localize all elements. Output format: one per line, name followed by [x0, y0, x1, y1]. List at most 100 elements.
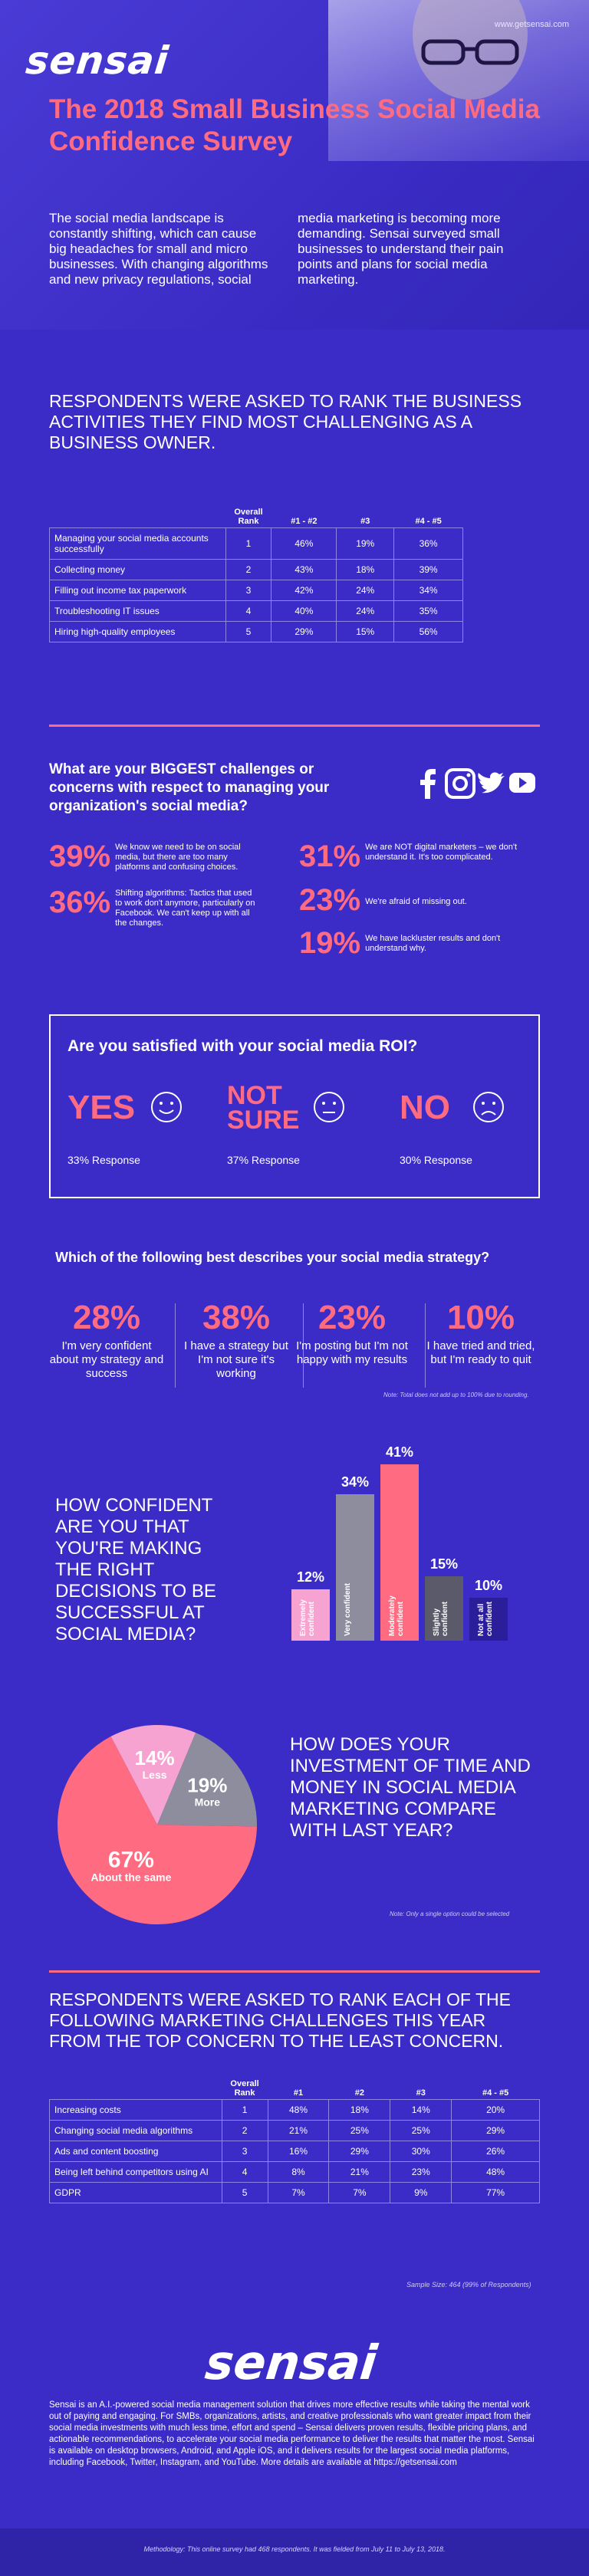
pie-category-label: Less [143, 1769, 167, 1781]
table-cell: 1 [221, 2099, 268, 2121]
bar-category-label: Extremely confident [299, 1599, 316, 1636]
table-cell: 9% [390, 2182, 452, 2203]
challenge-pct: 23% [299, 883, 361, 917]
table-cell: 77% [451, 2182, 540, 2203]
strategy-question: Which of the following best describes yo… [55, 1250, 490, 1265]
sensai-logo: sensai [202, 2334, 380, 2390]
table-cell: 2 [225, 559, 272, 580]
challenge-text: We're afraid of missing out. [365, 897, 467, 906]
strategy-text: I have a strategy but I'm not sure it's … [184, 1339, 288, 1380]
page-title: The 2018 Small Business Social Media Con… [49, 94, 540, 156]
table-cell: 14% [390, 2099, 452, 2121]
pie-value-label: 14% [135, 1746, 175, 1769]
table-header: #3 [360, 517, 370, 526]
roi-not-sure: NOT SURE [227, 1083, 299, 1133]
table-cell: 5 [221, 2182, 268, 2203]
table-cell: 46% [271, 527, 337, 560]
table-cell: 3 [225, 580, 272, 601]
table-header: Overall Rank [234, 508, 263, 526]
social-icons [420, 768, 535, 799]
table-cell: 35% [393, 600, 463, 622]
methodology-text: Methodology: This online survey had 468 … [143, 2545, 446, 2553]
pie-category-label: More [195, 1796, 221, 1808]
bar-category-label: Not at all confident [477, 1602, 494, 1636]
table-cell: Ads and content boosting [49, 2141, 222, 2162]
strategy-text: I'm posting but I'm not happy with my re… [296, 1339, 408, 1366]
smiley-icon [151, 1092, 182, 1122]
challenge-text: We are NOT digital marketers – we don't … [365, 843, 518, 862]
table-cell: 7% [328, 2182, 391, 2203]
table-cell: 56% [393, 621, 463, 642]
marketing-challenges-table: Overall Rank #1 #2 #3 #4 - #5 Increasing… [49, 2078, 540, 2203]
table-header: #2 [354, 2088, 364, 2098]
table-header: #3 [416, 2088, 426, 2098]
table-row: GDPR 5 7% 7% 9% 77% [49, 2182, 540, 2203]
challenge-pct: 36% [49, 886, 111, 919]
strategy-note: Note: Total does not add up to 100% due … [383, 1392, 529, 1398]
table-cell: 30% [390, 2141, 452, 2162]
table-cell: Collecting money [49, 559, 226, 580]
table-cell: Filling out income tax paperwork [49, 580, 226, 601]
table-cell: 7% [267, 2182, 330, 2203]
footer-bar: Methodology: This online survey had 468 … [0, 2528, 589, 2576]
table-cell: Increasing costs [49, 2099, 222, 2121]
pie-slice-1 [157, 1733, 257, 1827]
table-cell: 24% [336, 600, 395, 622]
table-cell: 4 [225, 600, 272, 622]
strategy-pct: 38% [202, 1299, 271, 1336]
table-cell: 29% [328, 2141, 391, 2162]
challenge-stat: 23% We're afraid of missing out. [299, 883, 545, 917]
pie-value-label: 19% [187, 1773, 227, 1796]
hero-photo [328, 0, 589, 161]
table-row: Hiring high-quality employees 5 29% 15% 56% [49, 621, 463, 642]
bar-value-label: 12% [296, 1569, 325, 1585]
strategy-text: I'm very confident about my strategy and… [49, 1339, 164, 1380]
table-cell: 23% [390, 2161, 452, 2183]
strategy-item: 23% I'm posting but I'm not happy with my… [294, 1300, 410, 1367]
roi-box: Are you satisfied with your social media… [49, 1014, 540, 1198]
pie-value-label: 67% [108, 1847, 154, 1872]
strategy-pct: 28% [72, 1299, 141, 1336]
table-cell: 21% [267, 2120, 330, 2141]
strategy-item: 38% I have a strategy but I'm not sure it… [179, 1300, 294, 1381]
challenges-question: What are your BIGGEST challenges or conc… [49, 761, 330, 814]
table-header: Overall Rank [230, 2079, 259, 2098]
challenge-stat: 19% We have lackluster results and don't … [299, 926, 545, 960]
table-cell: 34% [393, 580, 463, 601]
about-text: Sensai is an A.I.-powered social media m… [49, 2400, 535, 2467]
website-url[interactable]: www.getsensai.com [494, 20, 569, 29]
sad-face-icon [473, 1092, 504, 1122]
section-divider [49, 1970, 540, 1973]
table-header: #1 [293, 2088, 304, 2098]
table-cell: 26% [451, 2141, 540, 2162]
intro-text-col2: media marketing is becoming more demandi… [298, 211, 504, 287]
table-cell: 42% [271, 580, 337, 601]
bar-2 [380, 1464, 419, 1641]
bar-4 [469, 1597, 508, 1641]
table-cell: 36% [393, 527, 463, 560]
youtube-icon [509, 773, 535, 793]
strategy-text: I have tried and tried, but I'm ready to… [426, 1339, 535, 1366]
facebook-icon [420, 769, 436, 799]
table-header [50, 506, 226, 528]
bar-category-label: Moderately confident [388, 1595, 405, 1636]
challenge-text: We have lackluster results and don't und… [365, 934, 501, 953]
challenge-pct: 39% [49, 840, 111, 873]
table-cell: 24% [336, 580, 395, 601]
table-header [50, 2078, 222, 2100]
challenge-text: We know we need to be on social media, b… [115, 843, 241, 872]
table-cell: Being left behind competitors using AI [49, 2161, 222, 2183]
twitter-icon [478, 772, 505, 794]
table-cell: 2 [221, 2120, 268, 2141]
challenge-stat: 31% We are NOT digital marketers – we don… [299, 840, 545, 873]
bar-1 [336, 1494, 374, 1641]
bar-value-label: 15% [429, 1556, 459, 1572]
table-header: #1 - #2 [291, 517, 318, 526]
table-cell: 40% [271, 600, 337, 622]
roi-no-response: 30% Response [400, 1154, 472, 1166]
table-row: Ads and content boosting 3 16% 29% 30% 26% [49, 2141, 540, 2162]
bar-value-label: 41% [385, 1444, 414, 1460]
table-cell: GDPR [49, 2182, 222, 2203]
roi-yes-response: 33% Response [67, 1154, 140, 1166]
table-cell: 48% [451, 2161, 540, 2183]
